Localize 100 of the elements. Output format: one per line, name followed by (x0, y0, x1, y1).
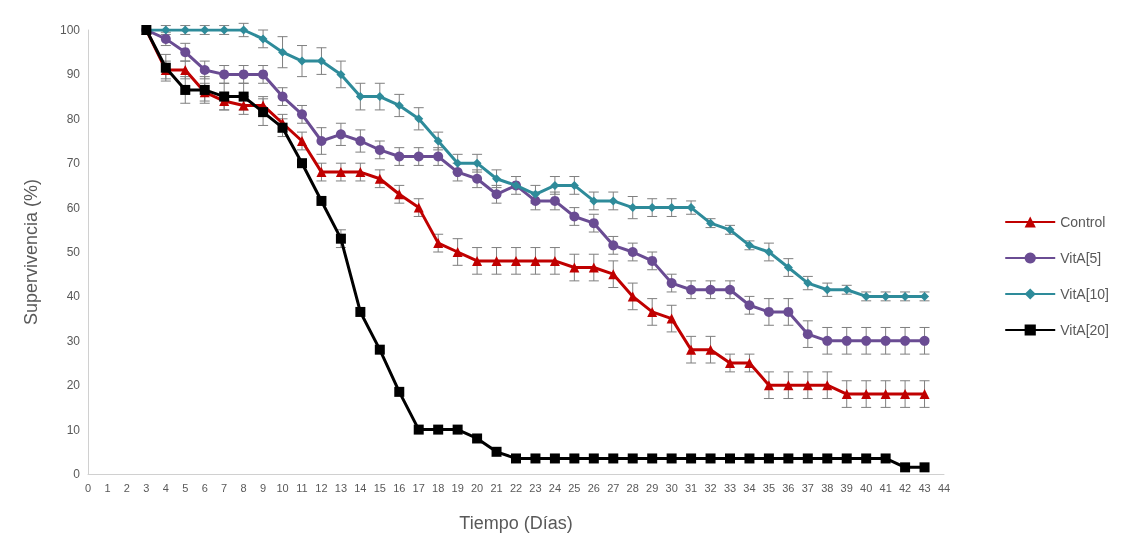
point (627, 247, 638, 257)
point (744, 453, 755, 464)
point (705, 344, 716, 355)
y-tick-label: 50 (66, 245, 81, 259)
point (608, 269, 619, 280)
point (841, 335, 852, 346)
x-tick-label: 11 (296, 481, 308, 494)
point (880, 335, 891, 346)
point (491, 446, 502, 457)
point (802, 453, 813, 464)
x-tick-label: 23 (529, 481, 542, 494)
x-tick-label: 26 (587, 481, 600, 494)
x-tick-label: 39 (840, 481, 853, 494)
point (316, 195, 327, 206)
y-tick-label: 10 (66, 422, 81, 437)
point (588, 262, 599, 273)
point (277, 122, 288, 133)
point (452, 247, 463, 257)
point (374, 173, 385, 184)
point (511, 453, 521, 464)
point (472, 255, 483, 266)
point (394, 151, 405, 162)
point (744, 358, 755, 368)
point (686, 453, 697, 464)
point (861, 453, 872, 464)
point (900, 462, 911, 473)
point (549, 255, 560, 266)
y-tick-label: 90 (66, 67, 81, 82)
point (880, 453, 891, 464)
x-tick-label: 29 (646, 481, 659, 494)
x-tick-label: 34 (743, 481, 756, 494)
x-tick-label: 21 (490, 481, 503, 494)
point (647, 306, 658, 317)
point (783, 263, 793, 273)
point (744, 300, 755, 311)
legend-label: VitA[20] (1060, 322, 1110, 338)
point (374, 144, 385, 155)
point (900, 335, 911, 346)
x-axis-title: Tiempo (Días) (459, 513, 573, 533)
y-tick-label: 100 (59, 23, 81, 37)
legend-label: VitA[10] (1060, 286, 1110, 302)
point (297, 56, 307, 66)
x-tick-label: 17 (412, 481, 425, 494)
x-tick-label: 30 (665, 481, 678, 494)
point (763, 306, 774, 317)
x-tick-label: 38 (821, 481, 834, 494)
x-tick-label: 6 (201, 481, 208, 494)
point (802, 380, 813, 391)
point (569, 211, 580, 222)
point (588, 218, 599, 229)
point (180, 47, 191, 58)
x-tick-label: 42 (898, 481, 912, 494)
x-tick-label: 10 (276, 481, 289, 494)
point (569, 453, 580, 464)
point (647, 453, 658, 464)
point (822, 380, 833, 391)
point (686, 284, 697, 295)
point (414, 114, 424, 124)
x-tick-label: 44 (937, 481, 951, 494)
point (763, 453, 774, 464)
point (297, 158, 307, 169)
x-tick-label: 13 (334, 481, 348, 494)
point (452, 424, 463, 435)
x-tick-label: 19 (451, 481, 464, 494)
point (238, 91, 249, 102)
x-tick-label: 37 (801, 481, 814, 494)
x-tick-label: 3 (143, 481, 150, 494)
x-tick-label: 33 (723, 481, 737, 494)
point (530, 255, 541, 266)
y-axis-title: Supervivencia (%) (21, 178, 41, 326)
point (413, 202, 424, 213)
point (549, 195, 560, 206)
point (705, 284, 716, 295)
x-tick-label: 9 (260, 481, 267, 494)
x-tick-label: 32 (704, 481, 717, 494)
point (919, 462, 930, 473)
legend-label: Control (1060, 214, 1106, 230)
point (374, 344, 385, 355)
point (608, 453, 619, 464)
point (452, 167, 463, 178)
x-tick-label: 16 (393, 481, 406, 494)
point (413, 151, 424, 162)
point (608, 240, 619, 251)
y-tick-label: 20 (66, 378, 81, 393)
point (297, 136, 307, 146)
x-tick-label: 8 (240, 481, 247, 494)
x-tick-label: 4 (162, 481, 169, 494)
point (277, 91, 288, 102)
point (841, 389, 852, 400)
point (491, 255, 502, 266)
point (335, 167, 346, 178)
point (666, 278, 677, 289)
point (666, 313, 677, 324)
point (666, 453, 677, 464)
point (725, 284, 735, 295)
y-tick-label: 60 (66, 200, 81, 215)
point (316, 136, 327, 146)
x-tick-label: 18 (432, 481, 445, 494)
point (705, 453, 716, 464)
x-tick-label: 41 (879, 481, 892, 494)
